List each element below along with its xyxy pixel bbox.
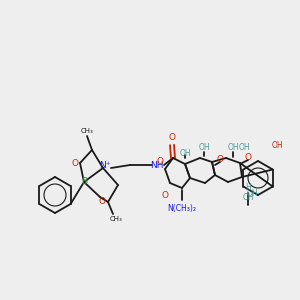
Text: O: O [157, 158, 164, 166]
Text: NH: NH [150, 160, 164, 169]
Text: OH: OH [246, 188, 258, 197]
Text: O: O [161, 190, 169, 200]
Text: O: O [98, 197, 106, 206]
Text: OH: OH [179, 148, 191, 158]
Text: CH₃: CH₃ [81, 128, 93, 134]
Text: O: O [217, 155, 224, 164]
Text: O: O [169, 134, 176, 142]
Text: O: O [71, 158, 79, 167]
Text: H: H [245, 184, 251, 193]
Text: CH₃: CH₃ [110, 216, 122, 222]
Text: B: B [81, 178, 87, 187]
Text: OH: OH [198, 143, 210, 152]
Text: O: O [244, 154, 251, 163]
Text: OH: OH [271, 140, 283, 149]
Text: OH: OH [227, 143, 239, 152]
Text: N(CH₃)₂: N(CH₃)₂ [167, 203, 196, 212]
Text: N⁺: N⁺ [99, 160, 111, 169]
Text: OH: OH [242, 193, 254, 202]
Text: OH: OH [238, 143, 250, 152]
